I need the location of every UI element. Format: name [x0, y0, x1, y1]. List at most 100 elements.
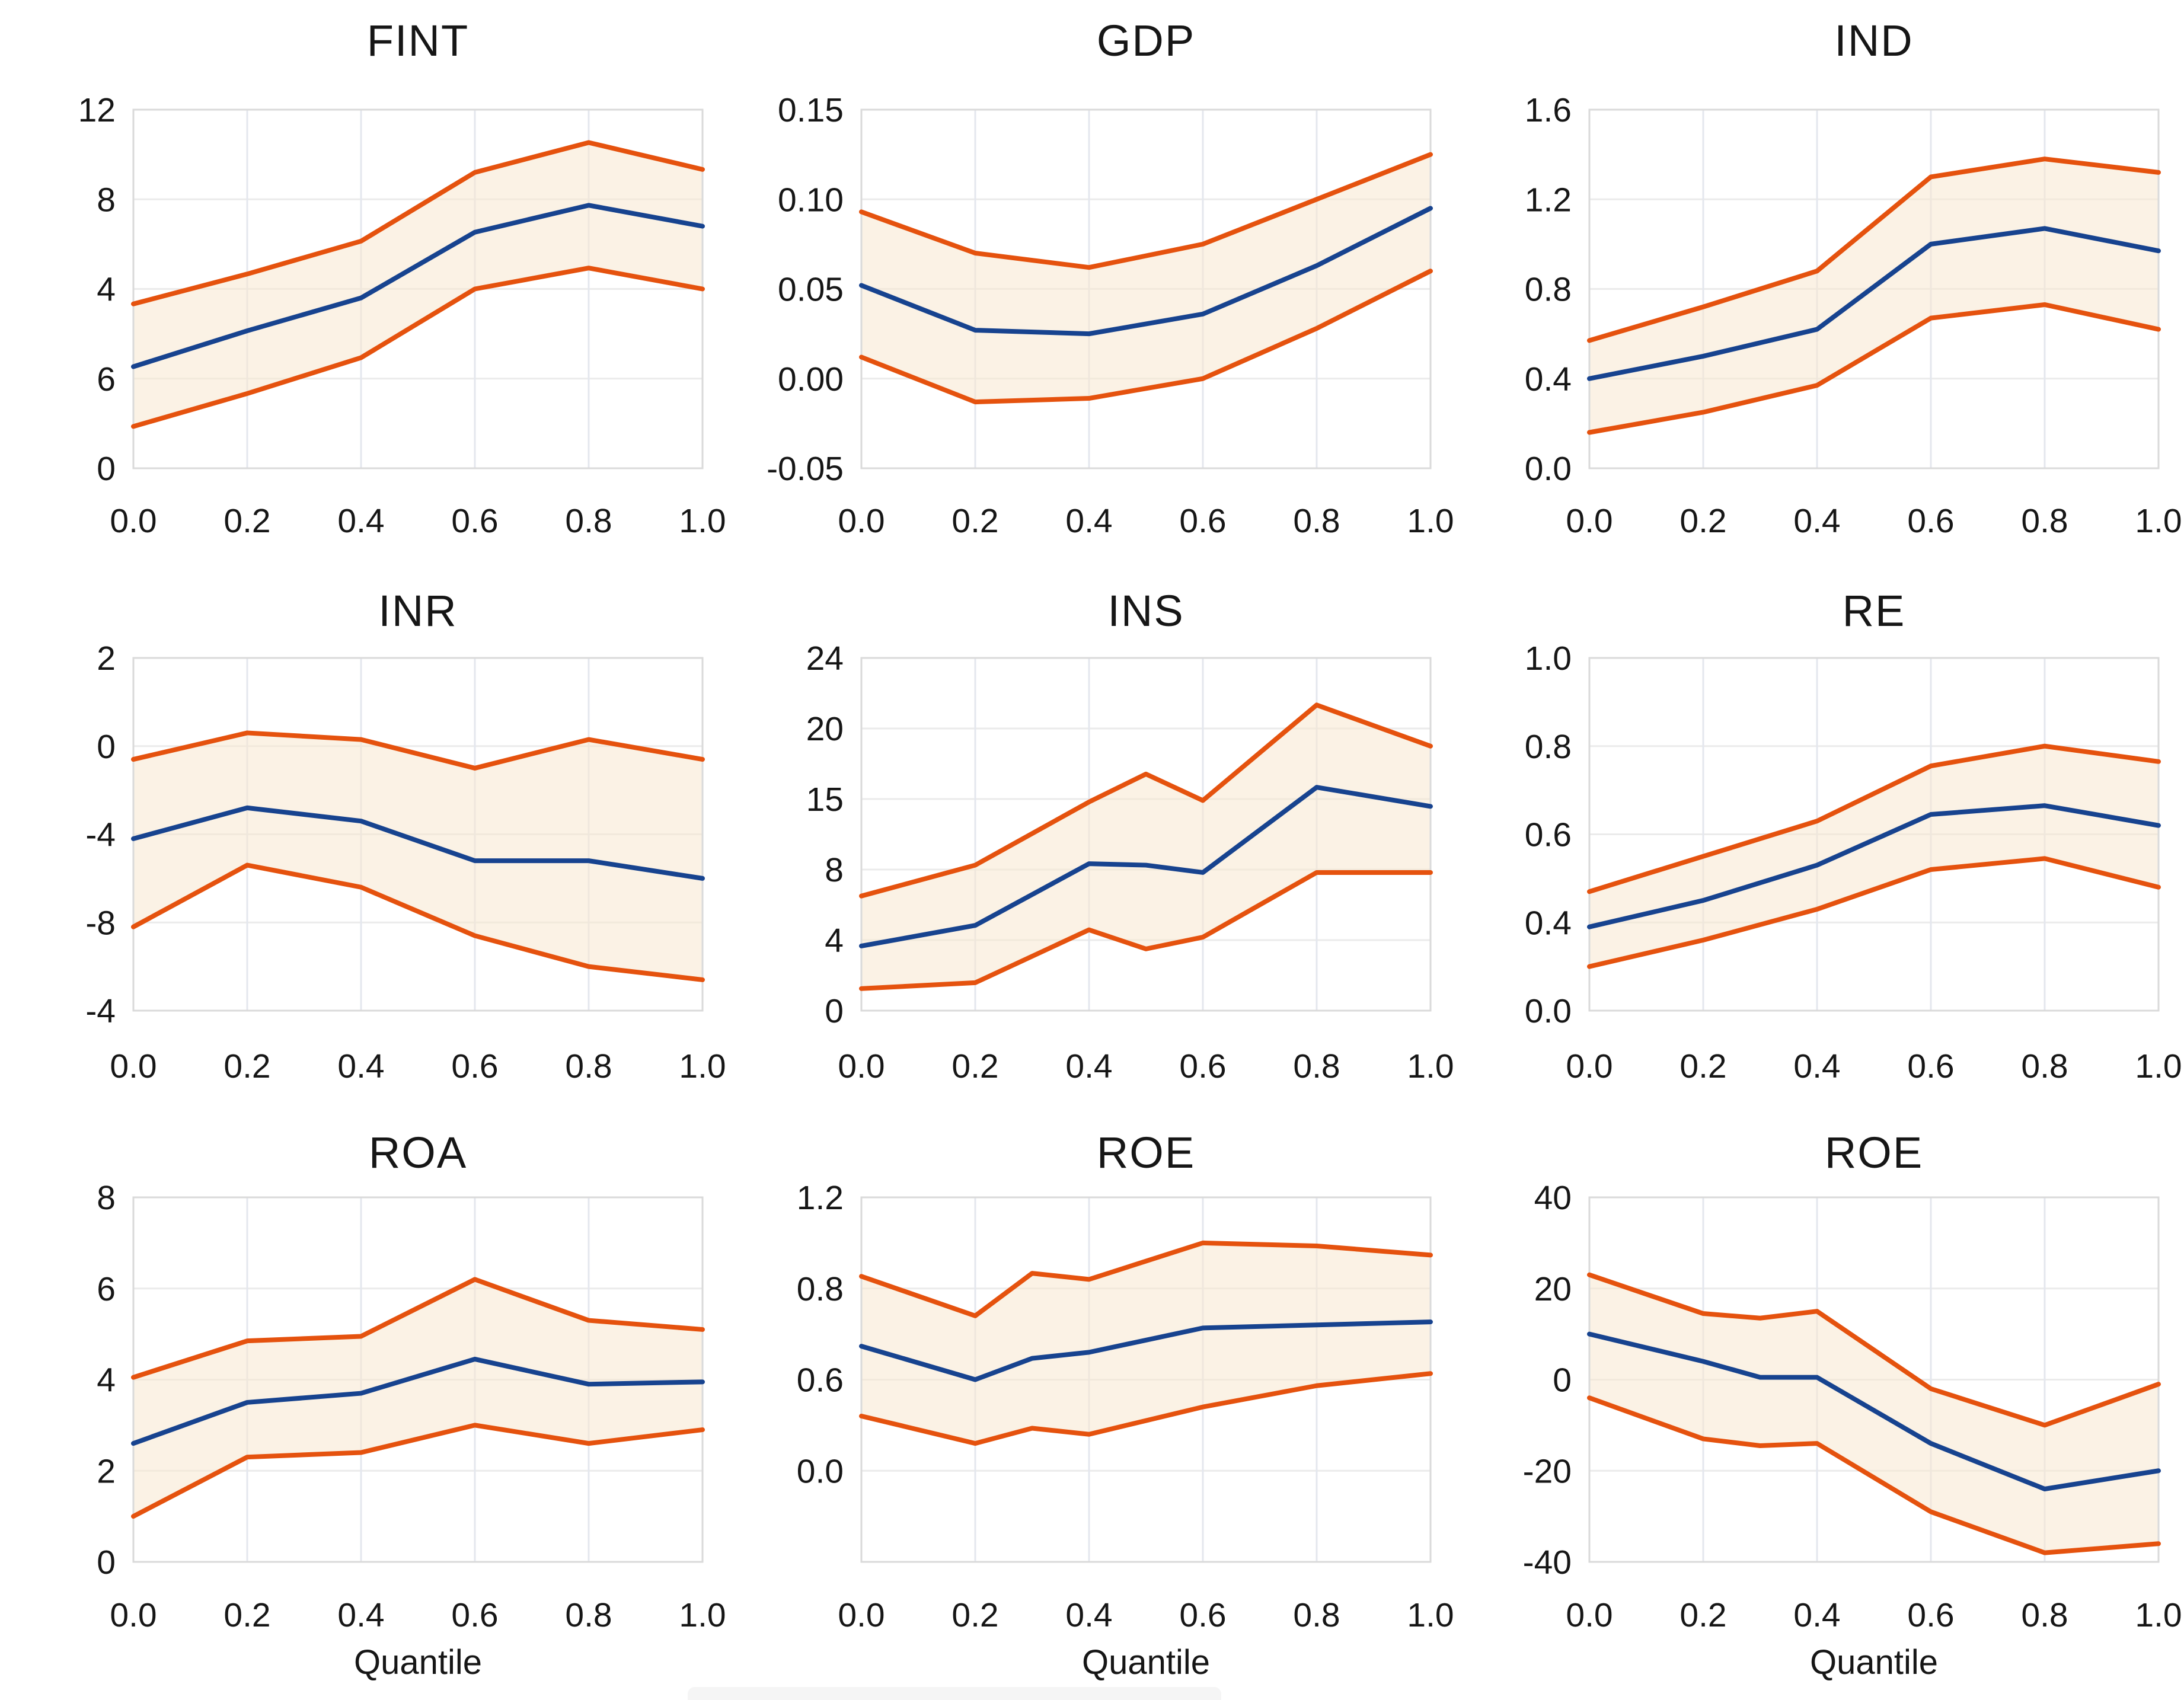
svg-text:0.6: 0.6 — [451, 1047, 498, 1085]
upper-ci-line — [859, 152, 1433, 270]
svg-text:8: 8 — [825, 851, 844, 889]
upper-ci-line — [131, 730, 705, 771]
svg-text:0.4: 0.4 — [1065, 1047, 1112, 1085]
svg-text:0.8: 0.8 — [565, 502, 612, 540]
svg-text:-4: -4 — [85, 816, 116, 854]
plot-border — [1588, 657, 2160, 1012]
plot-canvas: 1.2 0.8 0.6 0.0 0.0 0.2 0.4 0.6 0.8 1.0 Quantile — [797, 1179, 1454, 1682]
svg-text:-4: -4 — [85, 992, 116, 1030]
svg-text:0: 0 — [825, 992, 844, 1030]
plot-canvas: 1.6 1.2 0.8 0.4 0.0 0.0 0.2 0.4 0.6 0.8 1.0 — [1525, 91, 2182, 540]
svg-text:4: 4 — [97, 1362, 116, 1399]
plot-canvas: 8 6 4 2 0 0.0 0.2 0.4 0.6 0.8 1.0 Quantile — [97, 1179, 726, 1682]
svg-text:0.8: 0.8 — [565, 1047, 612, 1085]
median-line — [1587, 803, 2161, 929]
svg-text:4: 4 — [825, 922, 844, 960]
svg-text:0: 0 — [97, 450, 116, 488]
svg-text:-40: -40 — [1523, 1544, 1572, 1581]
svg-text:0.6: 0.6 — [1907, 502, 1954, 540]
plot-title-ind: IND — [1834, 16, 1914, 65]
svg-text:15: 15 — [806, 781, 844, 819]
svg-text:0.2: 0.2 — [1679, 502, 1726, 540]
x-tick-labels: 0.0 0.2 0.4 0.6 0.8 1.0 — [838, 1047, 1454, 1085]
svg-text:8: 8 — [97, 181, 116, 219]
subplot-roa: ROA 8 6 4 2 0 0.0 0.2 0.4 0.6 0.8 1.0 Quantile — [0, 1108, 728, 1700]
svg-text:0.4: 0.4 — [1525, 360, 1572, 398]
svg-text:1.0: 1.0 — [679, 1596, 726, 1634]
plot-title-re: RE — [1842, 586, 1906, 635]
svg-text:12: 12 — [78, 91, 116, 129]
lower-ci-line — [859, 269, 1433, 405]
svg-text:0.4: 0.4 — [1065, 502, 1112, 540]
svg-text:0.0: 0.0 — [1566, 502, 1613, 540]
lower-ci-line — [859, 1371, 1433, 1446]
lower-ci-line — [1587, 856, 2161, 969]
svg-text:6: 6 — [97, 1270, 116, 1308]
svg-text:0.4: 0.4 — [1793, 1047, 1840, 1085]
svg-text:0.2: 0.2 — [951, 1596, 998, 1634]
svg-text:1.0: 1.0 — [2135, 502, 2182, 540]
x-axis-label: Quantile — [354, 1643, 482, 1682]
svg-text:2: 2 — [97, 1452, 116, 1490]
confidence-band — [133, 733, 703, 980]
svg-text:0.4: 0.4 — [1793, 502, 1840, 540]
plot-canvas: 40 20 0 -20 -40 0.0 0.2 0.4 0.6 0.8 1.0 Quantile — [1523, 1179, 2182, 1682]
plot-title-fint: FINT — [366, 16, 470, 65]
svg-text:-20: -20 — [1523, 1452, 1572, 1490]
subplot-re: RE 1.0 0.8 0.6 0.4 0.0 0.0 0.2 0.4 0.6 0.8 1.0 — [1456, 569, 2184, 1108]
plot-canvas: 24 20 15 8 4 0 0.0 0.2 0.4 0.6 0.8 1.0 — [806, 640, 1454, 1085]
svg-text:20: 20 — [806, 710, 844, 748]
subplot-fint: FINT 12 8 4 6 0 0.0 0.2 0.4 0.6 0.8 1.0 — [0, 0, 728, 569]
plot-border — [860, 108, 1432, 469]
svg-text:0.15: 0.15 — [778, 91, 844, 129]
svg-text:0.8: 0.8 — [1293, 502, 1340, 540]
svg-text:0.8: 0.8 — [2021, 1596, 2068, 1634]
y-tick-labels: 1.6 1.2 0.8 0.4 0.0 — [1525, 91, 1572, 488]
x-tick-labels: 0.0 0.2 0.4 0.6 0.8 1.0 — [1566, 502, 2182, 540]
plot-border — [860, 1196, 1432, 1563]
svg-text:0.8: 0.8 — [2021, 502, 2068, 540]
svg-text:1.0: 1.0 — [1525, 640, 1572, 678]
svg-text:1.0: 1.0 — [679, 502, 726, 540]
svg-text:0.8: 0.8 — [565, 1596, 612, 1634]
y-tick-labels: 40 20 0 -20 -40 — [1523, 1179, 1572, 1581]
svg-text:0.0: 0.0 — [1525, 450, 1572, 488]
plot-canvas: 0.15 0.10 0.05 0.00 -0.05 0.0 0.2 0.4 0.6 0.8 1.0 — [767, 91, 1454, 540]
upper-ci-line — [859, 702, 1433, 899]
svg-text:40: 40 — [1534, 1179, 1572, 1217]
svg-text:0.6: 0.6 — [1907, 1596, 1954, 1634]
svg-text:0.8: 0.8 — [1293, 1047, 1340, 1085]
plot-title-roe-1: ROE — [1096, 1128, 1196, 1177]
y-tick-labels: 0.15 0.10 0.05 0.00 -0.05 — [767, 91, 844, 488]
svg-text:0.0: 0.0 — [110, 1047, 157, 1085]
svg-text:0.6: 0.6 — [797, 1362, 844, 1399]
svg-text:0.4: 0.4 — [337, 502, 384, 540]
svg-text:1.0: 1.0 — [1407, 1596, 1454, 1634]
x-axis-label: Quantile — [1810, 1643, 1938, 1682]
svg-text:0.0: 0.0 — [838, 1047, 885, 1085]
svg-text:1.0: 1.0 — [679, 1047, 726, 1085]
lower-ci-line — [1587, 1395, 2161, 1555]
plot-title-roa: ROA — [368, 1128, 468, 1177]
svg-text:0.0: 0.0 — [1566, 1596, 1613, 1634]
svg-text:0.4: 0.4 — [1793, 1596, 1840, 1634]
lower-ci-line — [1587, 302, 2161, 435]
svg-text:1.2: 1.2 — [797, 1179, 844, 1217]
x-tick-labels: 0.0 0.2 0.4 0.6 0.8 1.0 — [110, 1596, 726, 1634]
x-tick-labels: 0.0 0.2 0.4 0.6 0.8 1.0 — [838, 1596, 1454, 1634]
svg-text:0.4: 0.4 — [1525, 904, 1572, 942]
plot-canvas: 2 0 -4 -8 -4 0.0 0.2 0.4 0.6 0.8 1.0 — [85, 640, 726, 1085]
svg-text:0.6: 0.6 — [1179, 1596, 1226, 1634]
svg-text:0.4: 0.4 — [337, 1047, 384, 1085]
subplot-gdp: GDP 0.15 0.10 0.05 0.00 -0.05 0.0 0.2 0.4 0.6 0.8… — [728, 0, 1456, 569]
svg-text:0.0: 0.0 — [110, 1596, 157, 1634]
svg-text:0.6: 0.6 — [1179, 502, 1226, 540]
y-tick-labels: 12 8 4 6 0 — [78, 91, 116, 488]
median-line — [131, 203, 705, 369]
subplot-ind: IND 1.6 1.2 0.8 0.4 0.0 0.0 0.2 0.4 0.6 0.8 1.0 — [1456, 0, 2184, 569]
y-tick-labels: 1.2 0.8 0.6 0.0 — [797, 1179, 844, 1490]
svg-text:0.6: 0.6 — [451, 1596, 498, 1634]
median-line — [859, 785, 1433, 948]
upper-ci-line — [1587, 1272, 2161, 1428]
